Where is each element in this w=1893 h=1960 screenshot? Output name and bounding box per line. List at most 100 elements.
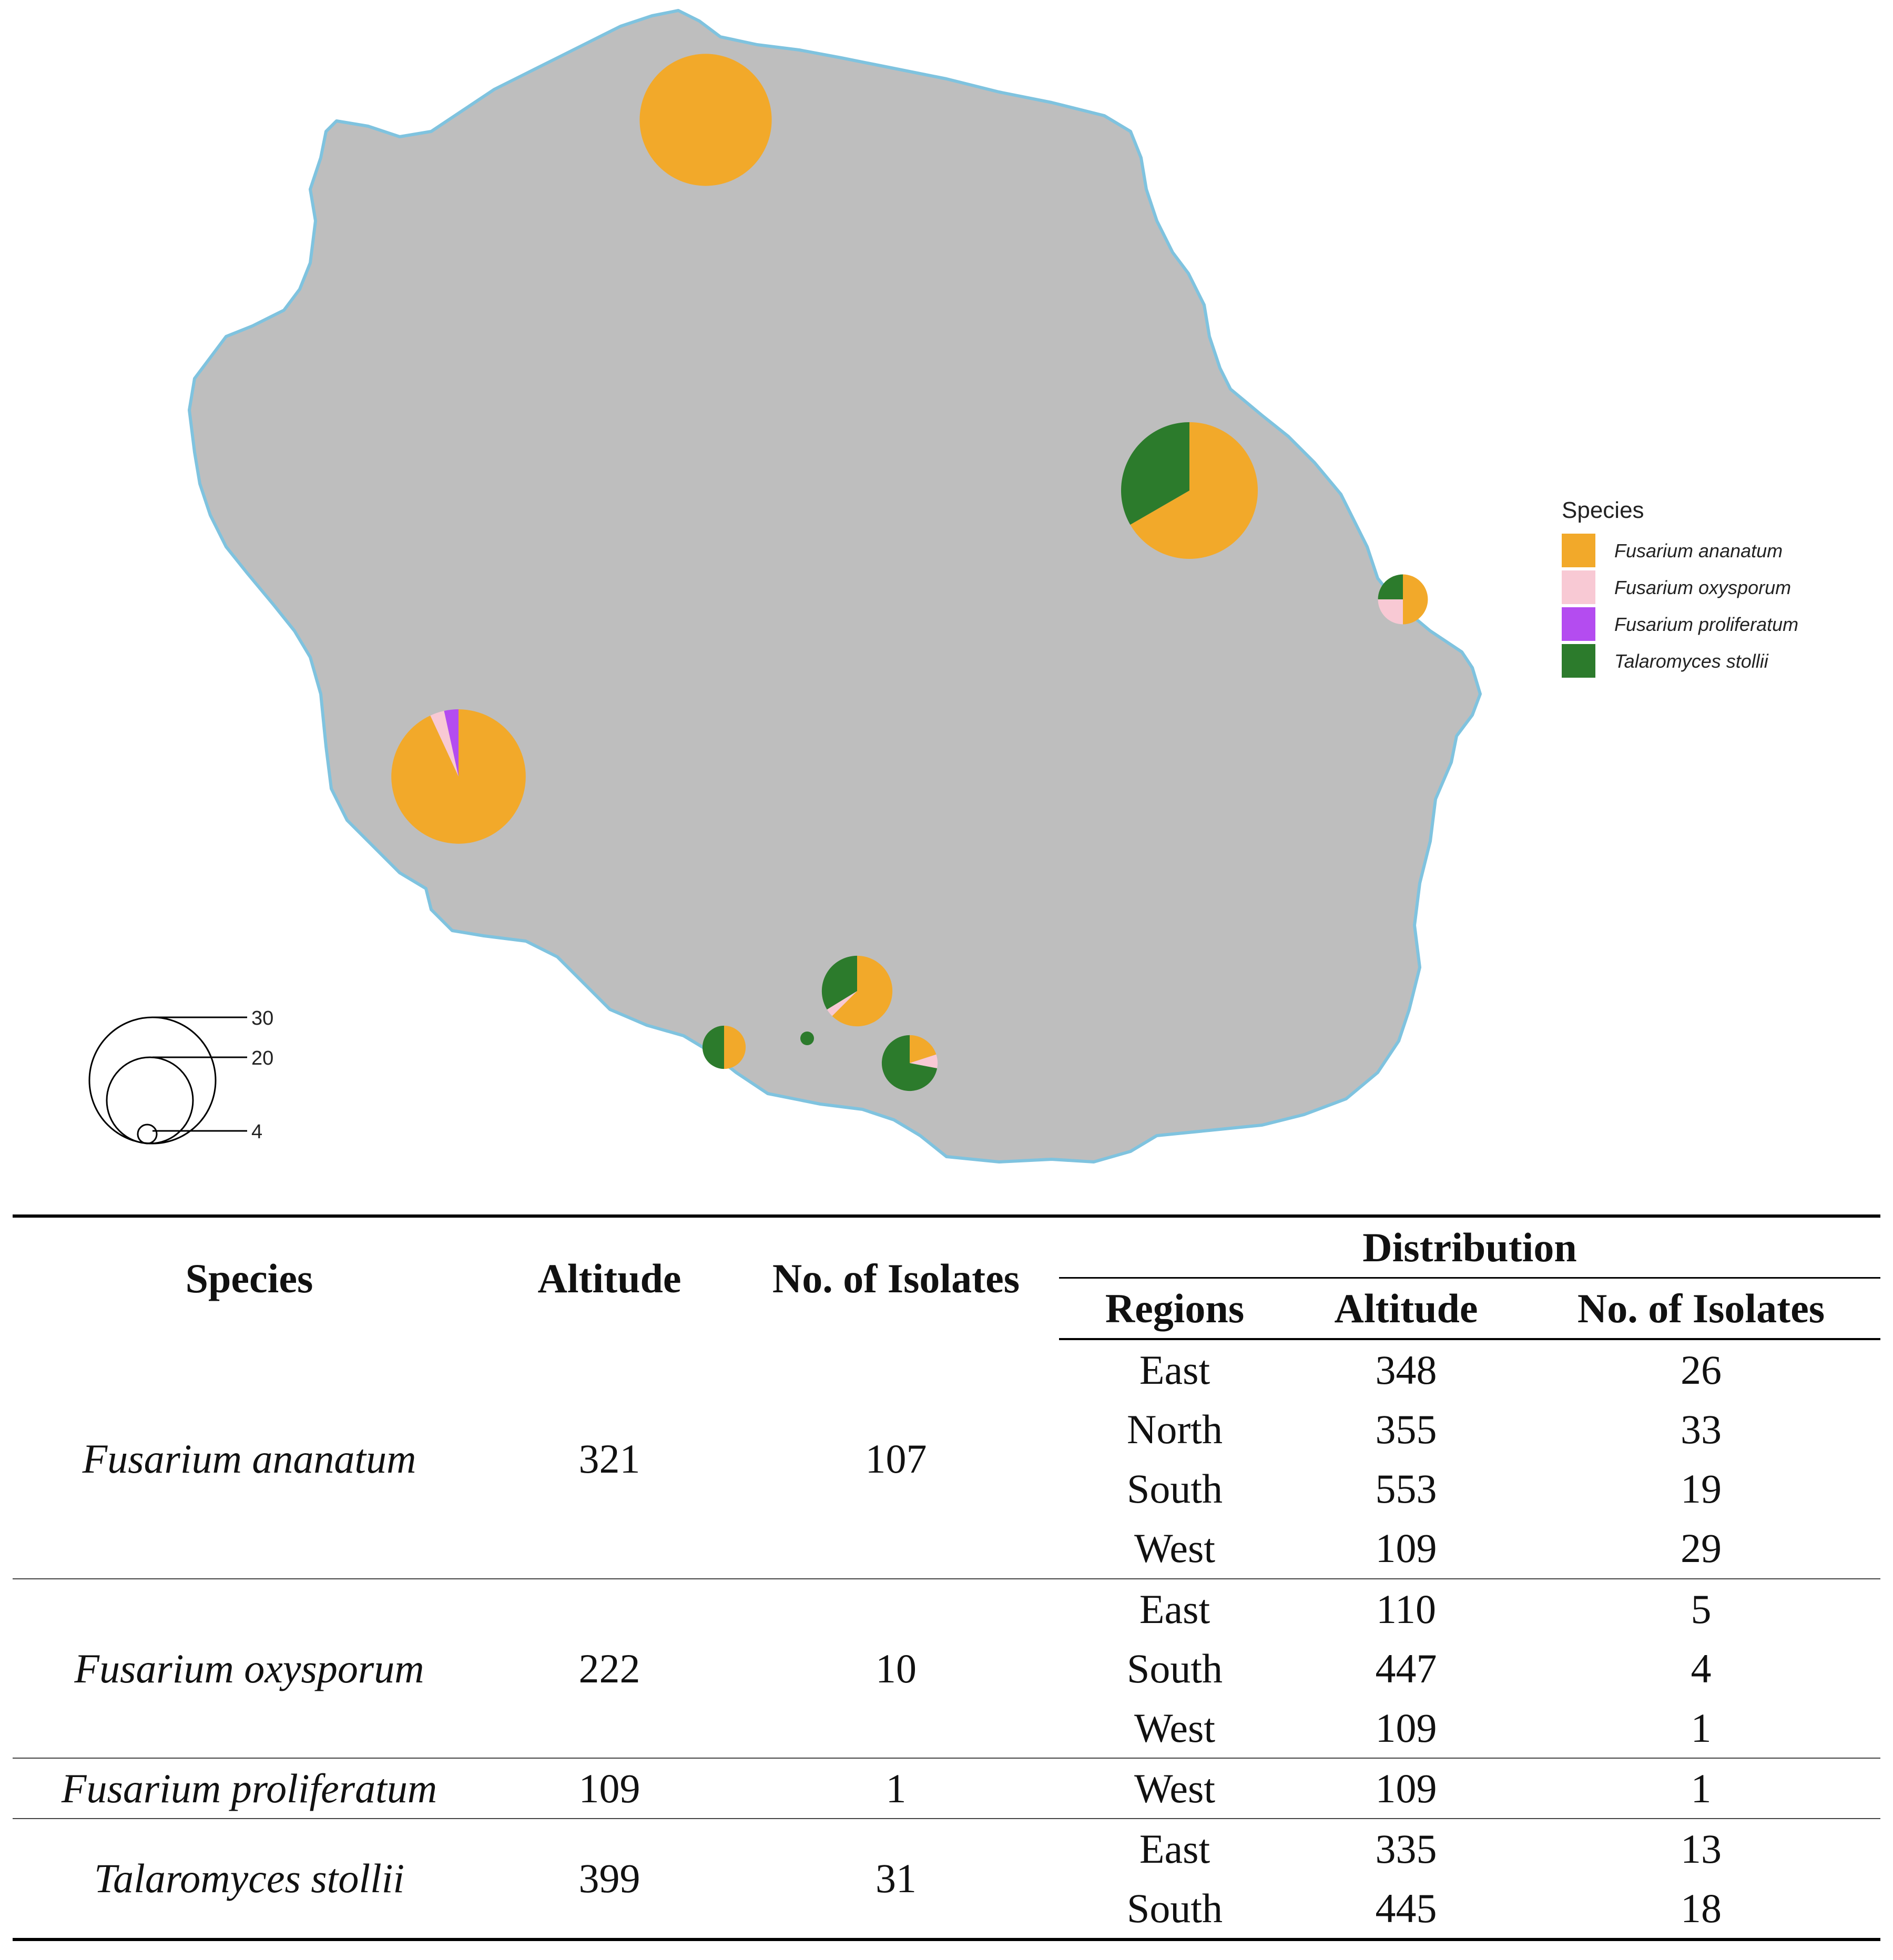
pie-north [639,54,772,186]
cell-dist-isolates: 19 [1681,1466,1722,1512]
pie-slice [827,991,857,1016]
island-shape [188,9,1482,1163]
cell-dist-isolates: 13 [1681,1825,1722,1872]
cell-dist-altitude: 445 [1290,1879,1522,1942]
cell-region: South [1059,1879,1290,1942]
pie-slice [881,1035,938,1091]
scale-circle [137,1124,158,1145]
legend-swatch [1562,570,1595,604]
pie-west [391,709,526,844]
pie-south-centre [821,955,893,1027]
pie-slice [724,1025,746,1069]
cell-dist-isolates: 26 [1681,1347,1722,1393]
cell-altitude: 321 [486,1339,733,1579]
pie-slice [800,1032,814,1045]
cell-isolates: 1 [733,1758,1059,1819]
table-row: Fusarium proliferatum 109 1 West 109 1 [13,1758,1880,1819]
cell-region: South [1126,1466,1223,1512]
header-dist-isolates: No. of Isolates [1522,1278,1880,1341]
pie-slice [910,1035,937,1063]
size-scale: 30 20 4 [88,1007,273,1145]
cell-region: East [1139,1347,1210,1393]
pie-slice [821,955,857,1010]
pie-slice [910,1054,938,1068]
scale-label: 20 [251,1047,273,1069]
cell-dist-altitude: 109 [1290,1518,1522,1579]
table-row: South 447 4 [13,1639,1880,1698]
pie-slice [391,709,526,844]
cell-species: Fusarium ananatum [13,1339,486,1579]
scale-label: 4 [251,1121,262,1143]
header-regions: Regions [1059,1278,1290,1341]
legend-swatch [1562,644,1595,678]
pie-slice [702,1025,724,1069]
cell-region: South [1126,1645,1223,1691]
cell-region: West [1059,1698,1290,1759]
cell-isolates: 10 [733,1578,1059,1759]
pie-slice [1121,422,1189,525]
cell-region: West [1059,1758,1290,1819]
cell-dist-isolates: 29 [1522,1518,1880,1579]
cell-region: North [1127,1406,1223,1453]
cell-isolates: 107 [733,1339,1059,1579]
cell-dist-isolates: 4 [1691,1645,1712,1691]
cell-dist-altitude: 447 [1375,1645,1437,1691]
table-row: South 445 18 [13,1879,1880,1942]
map-panel: 30 20 4 Species Fusarium ananatum Fusarium o… [88,9,1798,1163]
pie-south-small [800,1032,814,1045]
pie-slice [1378,574,1403,599]
cell-species: Fusarium oxysporum [13,1578,486,1759]
header-species: Species [13,1214,486,1340]
pie-layer [391,54,1428,1091]
cell-altitude: 109 [486,1758,733,1819]
scale-label: 30 [251,1007,273,1029]
cell-dist-altitude: 335 [1375,1825,1437,1872]
cell-dist-isolates: 33 [1681,1406,1722,1453]
cell-dist-altitude: 109 [1290,1758,1522,1819]
cell-dist-isolates: 1 [1522,1698,1880,1759]
legend-swatch [1562,534,1595,567]
distribution-table-panel: Species Altitude No. of Isolates Distrib… [13,1214,1880,1942]
header-isolates: No. of Isolates [733,1214,1059,1340]
distribution-table: Species Altitude No. of Isolates Distrib… [13,1214,1880,1942]
table-row: West 109 29 [13,1518,1880,1579]
pie-far-east [1378,574,1428,625]
legend-swatch [1562,607,1595,641]
cell-region: West [1059,1518,1290,1579]
cell-species: Talaromyces stollii [13,1818,486,1942]
cell-region: East [1139,1825,1210,1872]
table-body: Fusarium ananatum 321 107 East 348 26 North 355… [13,1339,1880,1942]
pie-slice [639,54,772,186]
cell-dist-isolates: 18 [1522,1879,1880,1942]
cell-species: Fusarium proliferatum [13,1758,486,1819]
table-row: South 553 19 [13,1459,1880,1518]
header-dist-altitude: Altitude [1290,1278,1522,1341]
pie-slice [1130,422,1258,559]
table-row: Talaromyces stollii 399 31 East 335 13 [13,1818,1880,1942]
pie-east [1121,422,1258,559]
legend-label: Fusarium ananatum [1614,540,1783,562]
pie-slice [430,711,459,777]
cell-dist-altitude: 110 [1376,1586,1437,1632]
cell-dist-altitude: 109 [1290,1698,1522,1759]
legend-label: Fusarium oxysporum [1614,577,1791,598]
cell-dist-altitude: 553 [1375,1466,1437,1512]
table-row: West 109 1 [13,1698,1880,1759]
cell-dist-isolates: 1 [1522,1758,1880,1819]
cell-dist-altitude: 355 [1375,1406,1437,1453]
table-row: North 355 33 [13,1400,1880,1459]
pie-slice [1403,574,1428,625]
cell-dist-isolates: 5 [1691,1586,1712,1632]
cell-altitude: 399 [486,1818,733,1942]
cell-region: East [1139,1586,1210,1632]
header-distribution: Distribution [1059,1214,1880,1279]
pie-south-east [881,1035,938,1091]
legend-label: Talaromyces stollii [1614,650,1769,672]
cell-dist-altitude: 348 [1375,1347,1437,1393]
legend-label: Fusarium proliferatum [1614,614,1798,635]
cell-altitude: 222 [486,1578,733,1759]
pie-slice [832,955,893,1027]
scale-circle [88,1016,217,1145]
species-legend: Species Fusarium ananatum Fusarium oxyspor… [1562,497,1798,678]
island-map: 30 20 4 Species Fusarium ananatum Fusarium o… [88,9,1798,1163]
